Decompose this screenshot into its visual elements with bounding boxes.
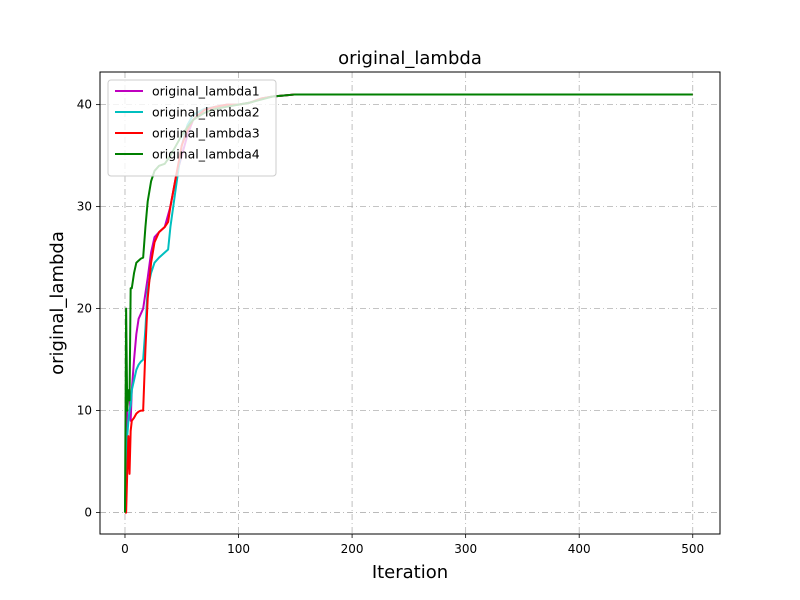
x-tick-label: 400 bbox=[568, 542, 591, 556]
x-tick-label: 200 bbox=[341, 542, 364, 556]
plot-frame bbox=[99, 71, 721, 535]
legend-label-3: original_lambda3 bbox=[152, 126, 260, 141]
grid bbox=[100, 72, 720, 534]
x-tick-label: 0 bbox=[121, 542, 129, 556]
y-tick-label: 30 bbox=[77, 200, 92, 214]
y-tick-label: 40 bbox=[77, 98, 92, 112]
legend-label-4: original_lambda4 bbox=[152, 147, 260, 162]
y-tick-label: 20 bbox=[77, 302, 92, 316]
axis-ticks: 0 100 200 300 400 500 0 10 20 30 40 bbox=[77, 98, 704, 556]
y-tick-label: 10 bbox=[77, 404, 92, 418]
y-tick-label: 0 bbox=[84, 506, 92, 520]
y-axis-label: original_lambda bbox=[47, 231, 68, 375]
chart-title: original_lambda bbox=[338, 48, 482, 69]
legend-label-1: original_lambda1 bbox=[152, 84, 260, 99]
x-axis-label: Iteration bbox=[372, 562, 448, 583]
x-tick-label: 100 bbox=[227, 542, 250, 556]
legend-label-2: original_lambda2 bbox=[152, 105, 260, 120]
x-tick-label: 300 bbox=[454, 542, 477, 556]
legend-box bbox=[107, 79, 277, 177]
legend: original_lambda1 original_lambda2 original… bbox=[107, 79, 277, 177]
x-tick-label: 500 bbox=[681, 542, 704, 556]
